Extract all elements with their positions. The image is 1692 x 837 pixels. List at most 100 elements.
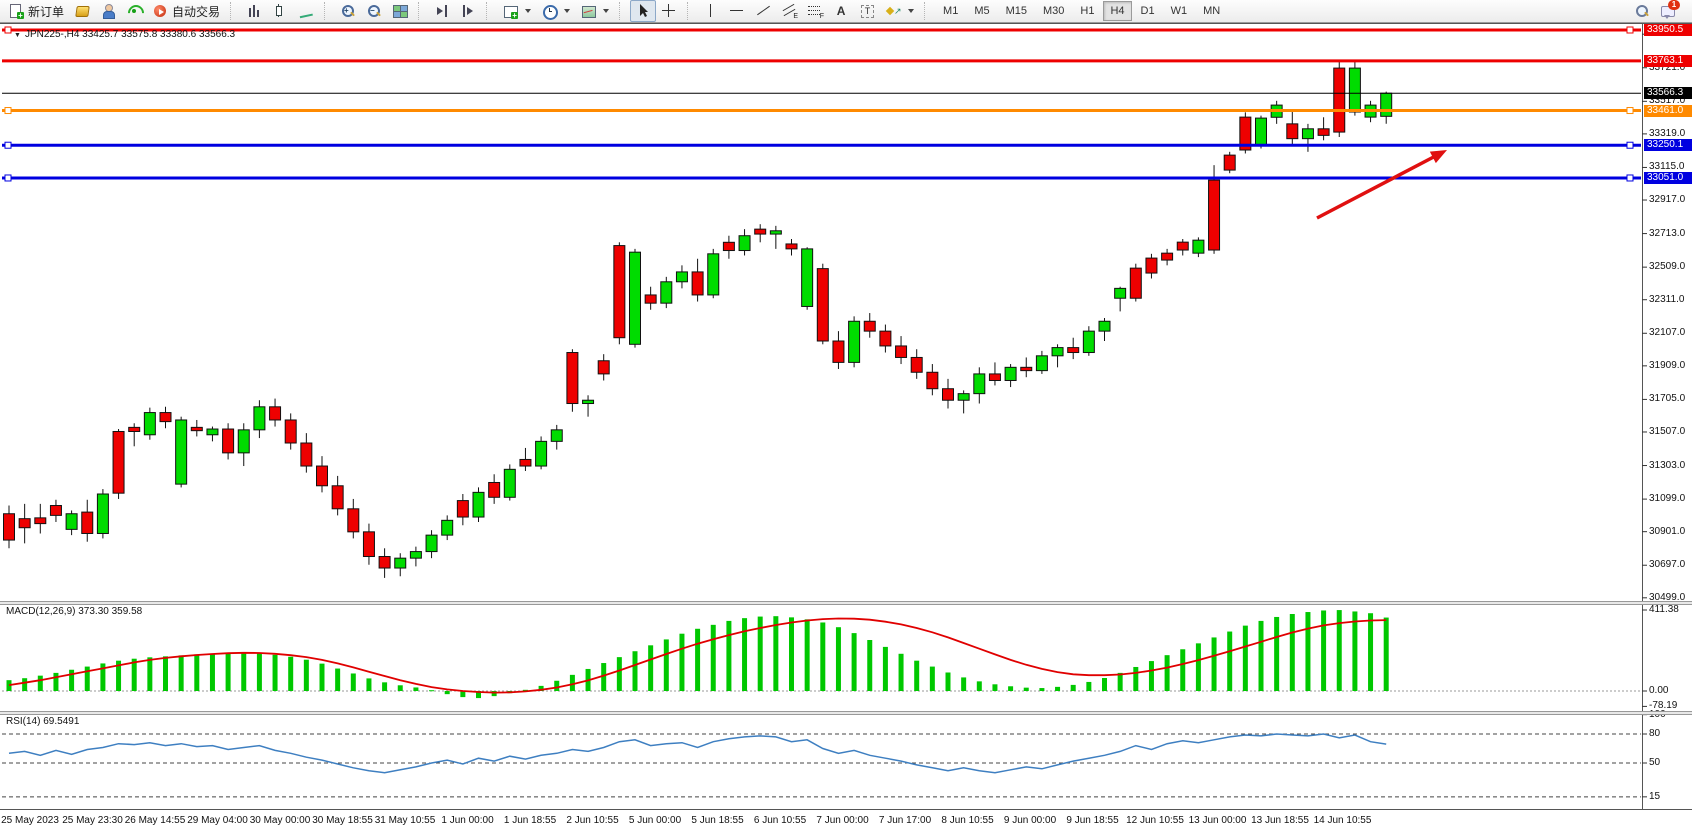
tile-windows-icon	[392, 3, 409, 19]
vertical-line-icon	[703, 3, 719, 19]
indicators-dropdown-caret	[525, 9, 532, 13]
candlestick-icon	[272, 3, 288, 19]
signals-icon	[124, 1, 148, 25]
auto-trading-label: 自动交易	[172, 4, 221, 19]
chart-shift-icon	[460, 3, 476, 19]
signals-button[interactable]	[121, 0, 148, 25]
time-axis-label: 7 Jun 17:00	[878, 815, 932, 826]
equidistant-channel-tool-button[interactable]: E	[776, 0, 802, 22]
pane-splitter[interactable]	[0, 601, 1692, 605]
autotrading-icon	[152, 3, 168, 19]
auto-scroll-icon	[434, 3, 450, 19]
time-axis-label: 25 May 23:30	[62, 815, 123, 826]
chart-shift-button[interactable]	[455, 0, 481, 22]
timeframe-button-h4[interactable]: H4	[1103, 1, 1132, 21]
time-axis-label: 9 Jun 00:00	[1003, 815, 1057, 826]
support-button[interactable]	[95, 0, 121, 22]
time-axis[interactable]: 25 May 2023 25 May 23:30 26 May 14:55 29 Ma…	[0, 810, 1692, 837]
trendline-icon	[755, 3, 771, 19]
auto-trading-button[interactable]: 自动交易	[147, 0, 225, 22]
horizontal-line-tool-button[interactable]	[724, 0, 750, 22]
time-axis-label: 30 May 00:00	[249, 815, 311, 826]
time-axis-label: 7 Jun 00:00	[816, 815, 869, 826]
zoom-in-button[interactable]: +	[335, 0, 361, 22]
toolbar-separator	[418, 2, 424, 20]
notification-badge: 1	[1668, 0, 1680, 10]
timeframe-button-d1[interactable]: D1	[1140, 5, 1155, 17]
support-person-icon	[100, 3, 116, 19]
time-axis-label: 26 May 14:55	[124, 815, 186, 826]
bar-chart-icon	[246, 3, 262, 19]
arrows-tool-button[interactable]: ↗	[880, 0, 919, 22]
time-axis-label: 30 May 18:55	[312, 815, 373, 826]
timeframe-button-m5[interactable]: M5	[974, 5, 990, 17]
cursor-tool-button[interactable]	[630, 0, 657, 22]
time-axis-label: 1 Jun 00:00	[441, 815, 494, 826]
timeframe-button-m30[interactable]: M30	[1043, 5, 1065, 17]
time-axis-label: 29 May 04:00	[187, 815, 248, 826]
indicators-button[interactable]: +	[497, 0, 536, 22]
time-axis-label: 31 May 10:55	[374, 815, 436, 826]
macd-label: MACD(12,26,9) 373.30 359.58	[6, 606, 143, 617]
search-icon	[1634, 3, 1650, 19]
toolbar-separator	[924, 2, 930, 20]
time-axis-label: 14 Jun 10:55	[1313, 815, 1372, 826]
fibonacci-tool-button[interactable]: F	[802, 0, 828, 22]
toolbar-separator	[619, 2, 625, 20]
channel-icon: E	[781, 3, 798, 20]
notifications-button[interactable]: 1	[1655, 0, 1681, 22]
templates-dropdown-caret	[603, 9, 610, 13]
time-axis-label: 8 Jun 10:55	[941, 815, 994, 826]
rsi-label: RSI(14) 69.5491	[6, 716, 80, 727]
timeframe-button-w1[interactable]: W1	[1170, 5, 1188, 17]
chart-window: ▼ JPN225-,H4 33425.7 33575.8 33380.6 3356…	[0, 23, 1692, 837]
timeframe-button-m15[interactable]: M15	[1005, 5, 1027, 17]
template-icon	[580, 3, 597, 19]
text-icon: A	[836, 4, 846, 18]
text-label-icon: T	[859, 3, 875, 19]
periods-dropdown-caret	[564, 9, 571, 13]
chat-icon: 1	[1660, 0, 1680, 19]
crosshair-tool-button[interactable]	[656, 0, 682, 22]
trendline-tool-button[interactable]	[750, 0, 776, 22]
new-order-button[interactable]: + 新订单	[3, 0, 69, 22]
text-tool-button[interactable]: A	[828, 0, 854, 22]
toolbar-separator	[324, 2, 330, 20]
vertical-line-tool-button[interactable]	[698, 0, 724, 22]
text-label-tool-button[interactable]: T	[854, 0, 880, 22]
line-chart-button[interactable]	[293, 0, 319, 22]
pane-splitter[interactable]	[0, 711, 1692, 715]
candlestick-chart-button[interactable]	[267, 0, 293, 22]
periods-button[interactable]	[536, 0, 575, 22]
time-axis-label: 6 Jun 10:55	[753, 815, 807, 826]
time-axis-label: 13 Jun 00:00	[1188, 815, 1247, 826]
auto-scroll-button[interactable]	[429, 0, 455, 22]
timeframe-button-mn[interactable]: MN	[1203, 5, 1221, 17]
crosshair-icon	[661, 3, 677, 19]
chart-canvas[interactable]	[0, 23, 1692, 837]
search-button[interactable]	[1629, 0, 1655, 22]
clock-icon	[541, 3, 559, 20]
deposit-button[interactable]	[69, 0, 95, 22]
time-axis-label: 5 Jun 18:55	[691, 815, 744, 826]
chart-menu-caret-icon[interactable]: ▼	[14, 32, 21, 39]
time-axis-label: 25 May 2023	[1, 815, 59, 826]
cursor-icon	[635, 3, 651, 19]
toolbar-separator	[486, 2, 492, 20]
horizontal-line-icon	[729, 3, 745, 19]
zoom-in-icon: +	[340, 3, 356, 19]
shapes-icon: ↗	[885, 3, 902, 19]
tile-windows-button[interactable]	[387, 0, 413, 22]
zoom-out-button[interactable]: −	[361, 0, 387, 22]
timeframe-buttons: M1 M5 M15 M30 H1 H4 D1 W1 MN	[932, 0, 1231, 22]
zoom-out-icon: −	[366, 3, 382, 19]
time-axis-label: 5 Jun 00:00	[628, 815, 682, 826]
timeframe-button-m1[interactable]: M1	[943, 5, 959, 17]
templates-button[interactable]	[575, 0, 614, 22]
new-order-label: 新订单	[28, 4, 65, 19]
timeframe-button-h1[interactable]: H1	[1080, 5, 1095, 17]
shapes-dropdown-caret	[908, 9, 915, 13]
line-chart-icon	[298, 3, 314, 19]
bar-chart-button[interactable]	[241, 0, 267, 22]
